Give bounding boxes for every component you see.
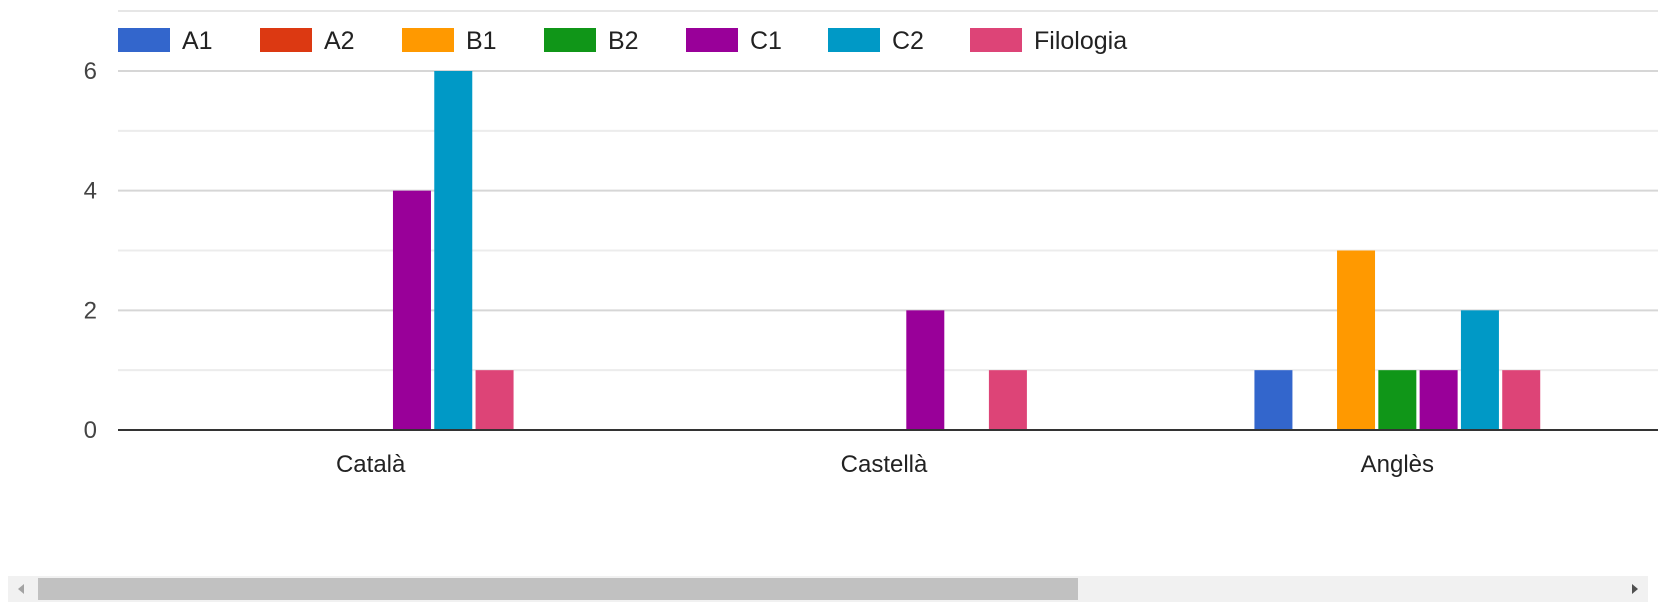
bar-c1-0 xyxy=(392,190,431,430)
chart-area: 0 2 4 6 Català Castellà Anglès A1 A2 B1 B2 C1 C2 Filo… xyxy=(84,10,1658,478)
legend-label-b2: B2 xyxy=(608,27,639,55)
arrow-left-icon xyxy=(18,584,24,594)
bar-filologia-2 xyxy=(1502,370,1541,430)
arrow-right-icon xyxy=(1632,584,1638,594)
scroll-right-button[interactable] xyxy=(1622,576,1648,602)
y-tick-label: 4 xyxy=(84,178,97,205)
legend-swatch-b1 xyxy=(402,28,454,52)
legend-label-c2: C2 xyxy=(892,27,924,55)
y-tick-label: 0 xyxy=(84,417,97,444)
x-category-label: Castellà xyxy=(841,451,928,478)
bar-chart: 0 2 4 6 Català Castellà Anglès A1 A2 B1 B2 C1 C2 Filo… xyxy=(84,10,1658,478)
scrollbar-thumb[interactable] xyxy=(38,578,1078,600)
legend-label-filologia: Filologia xyxy=(1034,27,1127,55)
legend-swatch-a2 xyxy=(260,28,312,52)
bar-c2-2 xyxy=(1460,310,1499,430)
legend-swatch-c2 xyxy=(828,28,880,52)
x-category-label: Anglès xyxy=(1361,451,1434,478)
bar-c1-2 xyxy=(1419,370,1458,430)
y-tick-label: 6 xyxy=(84,58,97,85)
bar-filologia-1 xyxy=(988,370,1027,430)
legend-label-a2: A2 xyxy=(324,27,355,55)
legend-swatch-a1 xyxy=(118,28,170,52)
bar-c2-0 xyxy=(434,71,473,430)
legend-swatch-b2 xyxy=(544,28,596,52)
scroll-left-button[interactable] xyxy=(8,576,34,602)
bar-b1-2 xyxy=(1337,250,1376,430)
bar-a1-2 xyxy=(1254,370,1293,430)
legend-swatch-filologia xyxy=(970,28,1022,52)
legend-label-a1: A1 xyxy=(182,27,213,55)
horizontal-scrollbar[interactable] xyxy=(8,576,1648,602)
legend-swatch-c1 xyxy=(686,28,738,52)
bar-b2-2 xyxy=(1378,370,1417,430)
bar-c1-1 xyxy=(906,310,945,430)
bar-filologia-0 xyxy=(475,370,514,430)
y-tick-label: 2 xyxy=(84,297,97,324)
legend-label-c1: C1 xyxy=(750,27,782,55)
x-category-label: Català xyxy=(336,451,406,478)
legend-label-b1: B1 xyxy=(466,27,497,55)
